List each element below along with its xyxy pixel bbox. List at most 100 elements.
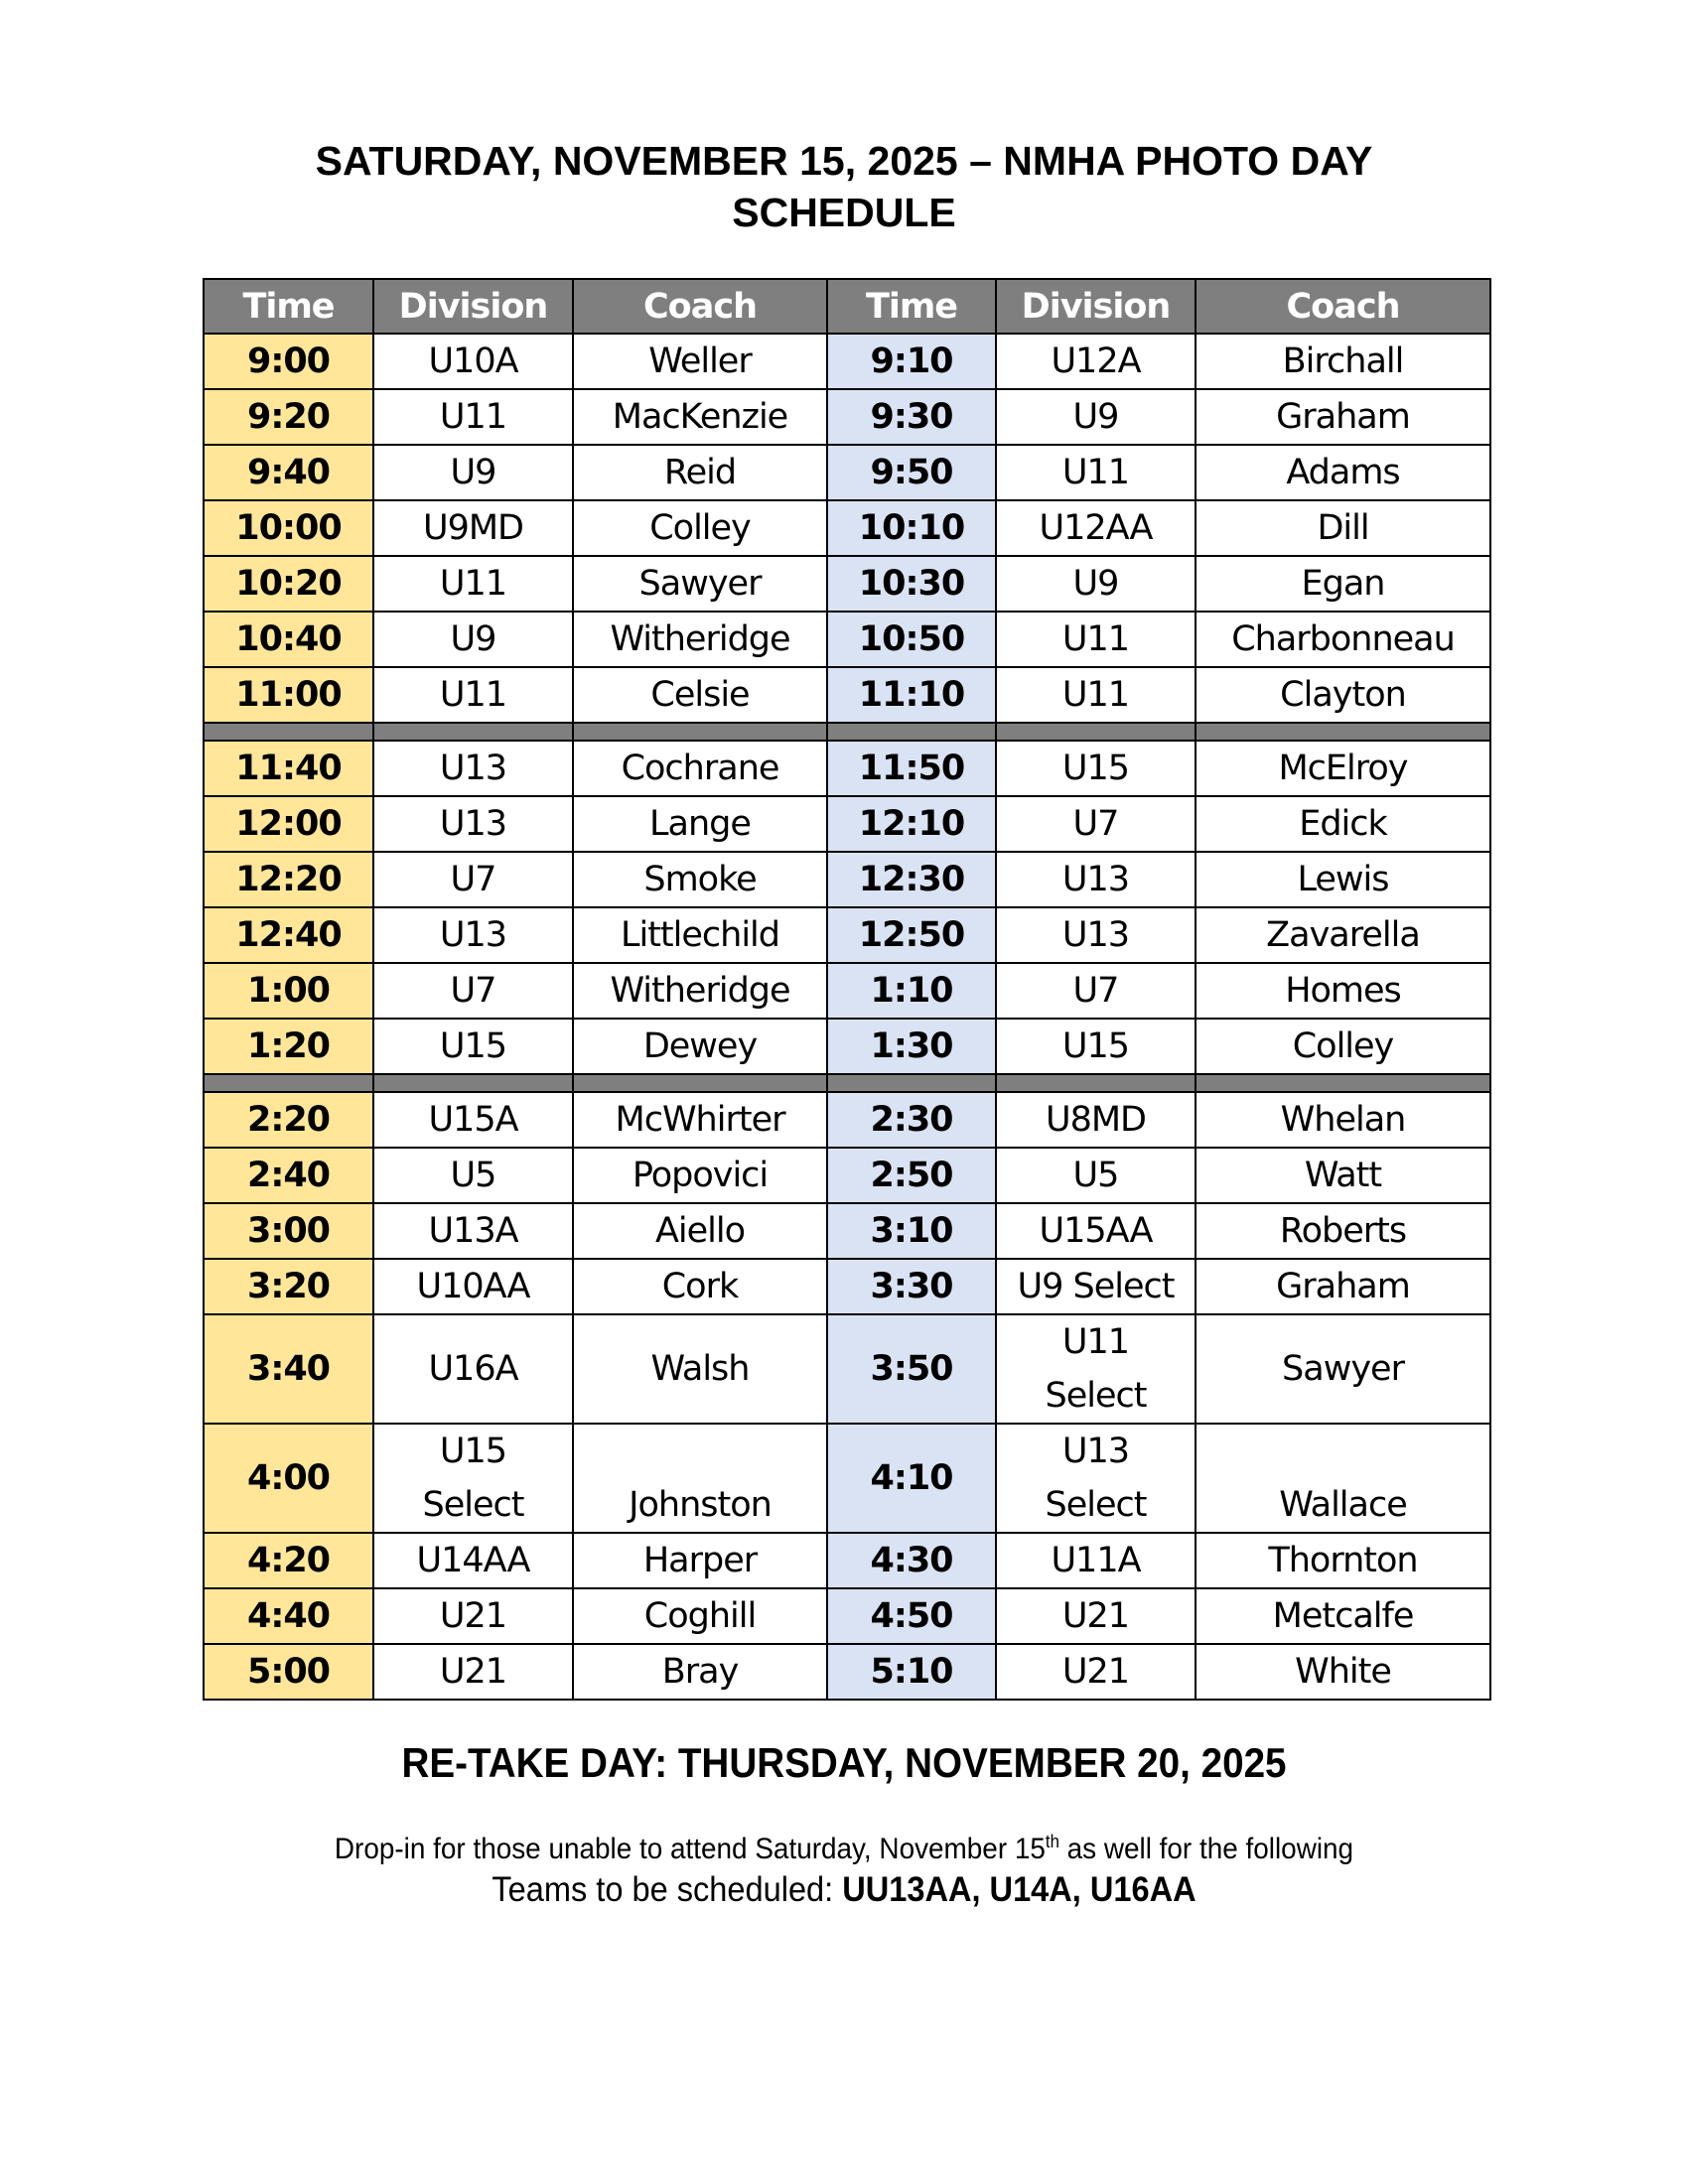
- time-cell: 12:40: [203, 906, 374, 964]
- table-row: 10:20 U11 Sawyer 10:30 U9 Egan: [203, 555, 1491, 613]
- time-cell: 12:10: [826, 795, 997, 853]
- coach-cell: Littlechild: [572, 906, 828, 964]
- division-cell: U12AA: [995, 499, 1196, 557]
- coach-cell: Harper: [572, 1532, 828, 1589]
- coach-cell: Sawyer: [1195, 1313, 1491, 1425]
- division-cell: U21: [372, 1587, 574, 1645]
- coach-cell: Dill: [1195, 499, 1491, 557]
- table-row: 4:40 U21 Coghill 4:50 U21 Metcalfe: [203, 1587, 1491, 1645]
- table-row: 3:00 U13A Aiello 3:10 U15AA Roberts: [203, 1202, 1491, 1260]
- division-cell: U5: [372, 1147, 574, 1204]
- division-cell: U15: [995, 740, 1196, 797]
- division-cell: U10A: [372, 333, 574, 390]
- coach-cell: Edick: [1195, 795, 1491, 853]
- coach-cell: Zavarella: [1195, 906, 1491, 964]
- coach-cell: Dewey: [572, 1018, 828, 1075]
- coach-cell: Graham: [1195, 388, 1491, 446]
- dropin-text: Drop-in for those unable to attend Satur…: [334, 1833, 1046, 1865]
- time-cell: 3:00: [203, 1202, 374, 1260]
- coach-cell: Homes: [1195, 962, 1491, 1020]
- division-cell: U21: [995, 1587, 1196, 1645]
- table-row: 10:40 U9 Witheridge 10:50 U11 Charbonneau: [203, 611, 1491, 668]
- division-cell: U16A: [372, 1313, 574, 1425]
- time-cell: 10:20: [203, 555, 374, 613]
- break-cell: [203, 722, 374, 742]
- division-cell: U11: [372, 388, 574, 446]
- division-cell: U11: [995, 666, 1196, 724]
- coach-cell: Weller: [572, 333, 828, 390]
- time-cell: 3:50: [826, 1313, 997, 1425]
- table-row: 3:40 U16A Walsh 3:50 U11 Select Sawyer: [203, 1313, 1491, 1425]
- division-cell: U11: [995, 444, 1196, 501]
- coach-cell: Thornton: [1195, 1532, 1491, 1589]
- time-cell: 3:10: [826, 1202, 997, 1260]
- coach-cell: McWhirter: [572, 1091, 828, 1149]
- coach-cell: Witheridge: [572, 962, 828, 1020]
- coach-cell: Birchall: [1195, 333, 1491, 390]
- division-cell: U13: [995, 906, 1196, 964]
- table-row: 4:00 U15 Select Johnston 4:10 U13 Select Wall…: [203, 1423, 1491, 1534]
- table-row: 11:00 U11 Celsie 11:10 U11 Clayton: [203, 666, 1491, 724]
- division-cell: U9: [995, 388, 1196, 446]
- division-cell: U11 Select: [995, 1313, 1196, 1425]
- time-cell: 3:30: [826, 1258, 997, 1315]
- coach-cell: Roberts: [1195, 1202, 1491, 1260]
- time-cell: 4:10: [826, 1423, 997, 1534]
- time-cell: 5:00: [203, 1643, 374, 1701]
- division-cell: U7: [372, 962, 574, 1020]
- break-cell: [995, 722, 1196, 742]
- division-cell: U13: [995, 851, 1196, 908]
- coach-cell: Reid: [572, 444, 828, 501]
- coach-cell: Johnston: [572, 1423, 828, 1534]
- table-row: 1:00 U7 Witheridge 1:10 U7 Homes: [203, 962, 1491, 1020]
- division-cell: U5: [995, 1147, 1196, 1204]
- time-cell: 2:40: [203, 1147, 374, 1204]
- column-header: Division: [372, 278, 574, 335]
- retake-day-heading: RE-TAKE DAY: THURSDAY, NOVEMBER 20, 2025: [401, 1739, 1287, 1786]
- division-cell: U11: [995, 611, 1196, 668]
- division-cell: U7: [995, 795, 1196, 853]
- coach-cell: Clayton: [1195, 666, 1491, 724]
- time-cell: 11:40: [203, 740, 374, 797]
- table-row: 9:00 U10A Weller 9:10 U12A Birchall: [203, 333, 1491, 390]
- time-cell: 4:20: [203, 1532, 374, 1589]
- header-row: Time Division Coach Time Division Coach: [203, 278, 1491, 335]
- division-cell: U15: [995, 1018, 1196, 1075]
- coach-cell: Sawyer: [572, 555, 828, 613]
- coach-cell: Charbonneau: [1195, 611, 1491, 668]
- division-cell: U11: [372, 666, 574, 724]
- time-cell: 10:50: [826, 611, 997, 668]
- time-cell: 9:50: [826, 444, 997, 501]
- coach-cell: Cork: [572, 1258, 828, 1315]
- break-cell: [372, 1073, 574, 1093]
- time-cell: 2:50: [826, 1147, 997, 1204]
- break-cell: [372, 722, 574, 742]
- time-cell: 3:40: [203, 1313, 374, 1425]
- division-cell: U7: [995, 962, 1196, 1020]
- division-cell: U13A: [372, 1202, 574, 1260]
- coach-cell: Lange: [572, 795, 828, 853]
- coach-cell: Whelan: [1195, 1091, 1491, 1149]
- table-row: 9:20 U11 MacKenzie 9:30 U9 Graham: [203, 388, 1491, 446]
- table-row: 5:00 U21 Bray 5:10 U21 White: [203, 1643, 1491, 1701]
- break-row: [203, 722, 1491, 742]
- title-line-2: SCHEDULE: [732, 190, 956, 235]
- division-cell: U11: [372, 555, 574, 613]
- time-cell: 11:50: [826, 740, 997, 797]
- division-cell: U21: [995, 1643, 1196, 1701]
- coach-cell: Celsie: [572, 666, 828, 724]
- time-cell: 11:10: [826, 666, 997, 724]
- break-cell: [995, 1073, 1196, 1093]
- break-cell: [203, 1073, 374, 1093]
- division-cell: U15AA: [995, 1202, 1196, 1260]
- break-cell: [1195, 1073, 1491, 1093]
- column-header: Time: [203, 278, 374, 335]
- break-cell: [826, 1073, 997, 1093]
- time-cell: 12:00: [203, 795, 374, 853]
- coach-cell: Lewis: [1195, 851, 1491, 908]
- coach-cell: Smoke: [572, 851, 828, 908]
- break-row: [203, 1073, 1491, 1093]
- coach-cell: Popovici: [572, 1147, 828, 1204]
- table-row: 9:40 U9 Reid 9:50 U11 Adams: [203, 444, 1491, 501]
- coach-cell: Bray: [572, 1643, 828, 1701]
